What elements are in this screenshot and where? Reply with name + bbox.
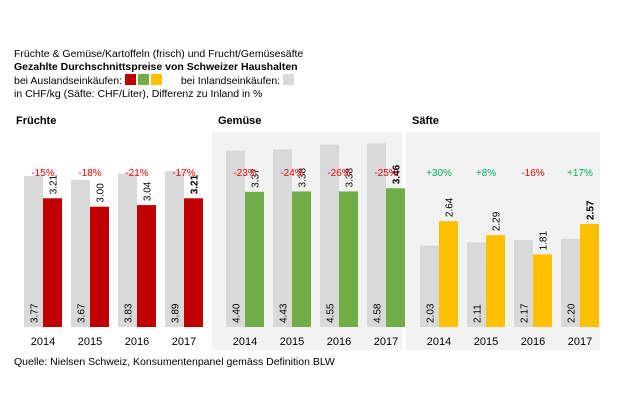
panel-0-title: Früchte bbox=[16, 115, 56, 127]
legend-domestic-label: bei Inlandseinkäufen: bbox=[180, 75, 281, 87]
label-domestic-2015: 2.11 bbox=[473, 304, 484, 323]
label-domestic-2014: 4.40 bbox=[232, 303, 243, 323]
pct-diff-2016: -16% bbox=[521, 168, 544, 179]
label-domestic-2015: 4.43 bbox=[279, 303, 290, 323]
legend-swatch-juice-abroad bbox=[150, 74, 162, 85]
bar-abroad-2016 bbox=[137, 205, 156, 327]
label-abroad-2014: 2.64 bbox=[445, 197, 456, 217]
tick-label-2016: 2016 bbox=[521, 336, 545, 348]
header-legend-line: bei Auslandseinkäufen: bei Inlandseinkäu… bbox=[14, 74, 303, 88]
label-abroad-2015: 3.38 bbox=[298, 168, 309, 188]
bar-abroad-2014 bbox=[245, 191, 264, 327]
bar-domestic-2014 bbox=[24, 175, 43, 327]
label-domestic-2016: 2.17 bbox=[520, 303, 531, 323]
legend-swatch-fruit-abroad bbox=[124, 74, 136, 85]
pct-diff-2014: +30% bbox=[426, 168, 452, 179]
legend-swatch-domestic bbox=[283, 74, 295, 85]
bar-domestic-2016 bbox=[514, 239, 533, 327]
label-domestic-2017: 3.89 bbox=[171, 303, 182, 323]
pct-diff-2016: -26% bbox=[327, 168, 350, 179]
bar-domestic-2014 bbox=[226, 150, 245, 327]
bar-abroad-2016 bbox=[533, 254, 552, 327]
label-domestic-2014: 2.03 bbox=[426, 303, 437, 323]
tick-label-2014: 2014 bbox=[31, 336, 55, 348]
bar-abroad-2017 bbox=[386, 188, 405, 327]
bar-abroad-2015 bbox=[486, 235, 505, 327]
header-line-4: in CHF/kg (Säfte: CHF/Liter), Differenz … bbox=[14, 88, 263, 100]
bar-domestic-2017 bbox=[165, 171, 184, 327]
pct-diff-2014: -15% bbox=[31, 168, 54, 179]
bar-abroad-2014 bbox=[439, 221, 458, 327]
tick-label-2015: 2015 bbox=[474, 336, 498, 348]
source-note: Quelle: Nielsen Schweiz, Konsumentenpane… bbox=[14, 356, 335, 368]
bar-domestic-2015 bbox=[71, 179, 90, 327]
label-abroad-2016: 3.04 bbox=[143, 181, 154, 201]
tick-label-2015: 2015 bbox=[78, 336, 102, 348]
label-abroad-2017: 2.57 bbox=[586, 200, 597, 220]
pct-diff-2015: -18% bbox=[78, 168, 101, 179]
label-abroad-2016: 1.81 bbox=[539, 231, 550, 251]
bar-abroad-2015 bbox=[90, 206, 109, 327]
pct-diff-2015: -24% bbox=[280, 168, 303, 179]
bar-domestic-2016 bbox=[118, 173, 137, 327]
label-domestic-2016: 4.55 bbox=[326, 303, 337, 323]
label-domestic-2017: 4.58 bbox=[373, 303, 384, 323]
label-domestic-2015: 3.67 bbox=[77, 303, 88, 323]
tick-label-2017: 2017 bbox=[568, 336, 592, 348]
tick-label-2015: 2015 bbox=[280, 336, 304, 348]
pct-diff-2017: -25% bbox=[374, 168, 397, 179]
tick-label-2014: 2014 bbox=[233, 336, 257, 348]
panel-2-title: Säfte bbox=[412, 115, 439, 127]
tick-label-2017: 2017 bbox=[172, 336, 196, 348]
tick-label-2016: 2016 bbox=[125, 336, 149, 348]
bar-abroad-2017 bbox=[184, 198, 203, 327]
pct-diff-2016: -21% bbox=[125, 168, 148, 179]
tick-label-2016: 2016 bbox=[327, 336, 351, 348]
label-abroad-2014: 3.37 bbox=[251, 168, 262, 188]
pct-diff-2017: -17% bbox=[172, 168, 195, 179]
chart-header: Früchte & Gemüse/Kartoffeln (frisch) und… bbox=[14, 48, 303, 101]
label-abroad-2014: 3.21 bbox=[49, 174, 60, 194]
pct-diff-2017: +17% bbox=[567, 168, 593, 179]
label-domestic-2014: 3.77 bbox=[30, 303, 41, 323]
label-domestic-2017: 2.20 bbox=[567, 303, 578, 323]
bar-domestic-2015 bbox=[273, 149, 292, 327]
label-abroad-2017: 3.46 bbox=[392, 164, 403, 184]
panel-1-title: Gemüse bbox=[218, 115, 261, 127]
tick-label-2017: 2017 bbox=[374, 336, 398, 348]
legend-swatch-veg-abroad bbox=[137, 74, 149, 85]
header-line-2: Gezahlte Durchschnittspreise von Schweiz… bbox=[14, 61, 298, 73]
pct-diff-2014: -23% bbox=[233, 168, 256, 179]
bar-domestic-2017 bbox=[561, 238, 580, 327]
bar-abroad-2015 bbox=[292, 191, 311, 327]
legend-abroad-label: bei Auslandseinkäufen: bbox=[14, 75, 122, 87]
bar-abroad-2016 bbox=[339, 191, 358, 327]
bar-abroad-2014 bbox=[43, 198, 62, 327]
bar-domestic-2017 bbox=[367, 143, 386, 327]
bar-domestic-2016 bbox=[320, 144, 339, 327]
label-abroad-2015: 3.00 bbox=[96, 183, 107, 203]
bar-domestic-2015 bbox=[467, 242, 486, 327]
label-abroad-2017: 3.21 bbox=[190, 174, 201, 194]
label-domestic-2016: 3.83 bbox=[124, 303, 135, 323]
header-line-1: Früchte & Gemüse/Kartoffeln (frisch) und… bbox=[14, 48, 304, 60]
bar-domestic-2014 bbox=[420, 245, 439, 327]
label-abroad-2016: 3.38 bbox=[345, 168, 356, 188]
label-abroad-2015: 2.29 bbox=[492, 211, 503, 231]
bar-abroad-2017 bbox=[580, 223, 599, 327]
tick-label-2014: 2014 bbox=[427, 336, 451, 348]
pct-diff-2015: +8% bbox=[476, 168, 496, 179]
